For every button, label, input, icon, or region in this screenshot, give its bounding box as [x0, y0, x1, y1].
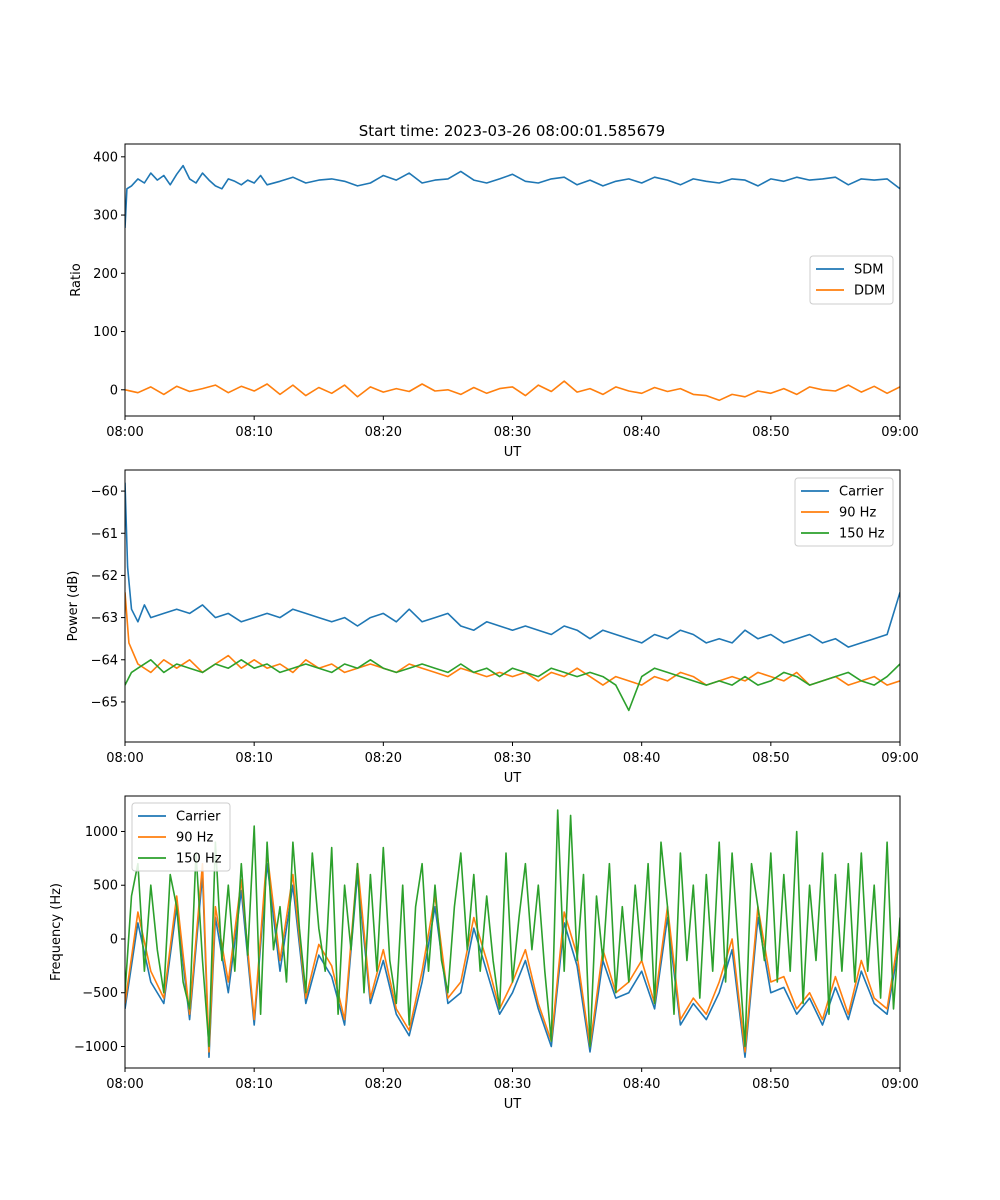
- legend-label: 150 Hz: [839, 527, 885, 542]
- legend-label: 90 Hz: [176, 831, 213, 846]
- series-line-carrier: [125, 862, 900, 1058]
- y-tick-label: 100: [93, 325, 118, 340]
- legend-box: [131, 802, 231, 872]
- y-tick-label: −500: [82, 986, 118, 1001]
- y-tick-label: −64: [91, 653, 118, 668]
- y-tick-label: −62: [91, 569, 118, 584]
- x-tick-label: 08:50: [752, 751, 789, 766]
- x-tick-label: 08:20: [365, 425, 402, 440]
- panel-1: 08:00 08:10 08:20 08:30 08:40 08:50 09:00 0 100 2…: [69, 143, 919, 460]
- series-group: [125, 809, 900, 1058]
- series-line-sdm: [125, 164, 900, 228]
- x-tick-label: 08:20: [365, 751, 402, 766]
- legend-label: 90 Hz: [839, 506, 876, 521]
- y-tick-label: 500: [93, 879, 118, 894]
- y-axis-label: Frequency (Hz): [49, 883, 64, 981]
- series-line-90-hz: [125, 592, 900, 686]
- y-tick-label: −60: [91, 485, 118, 500]
- y-tick-label: −61: [91, 527, 118, 542]
- y-tick-label: −1000: [74, 1040, 118, 1055]
- x-tick-label: 08:00: [106, 1077, 143, 1092]
- x-tick-label: 08:40: [623, 425, 660, 440]
- legend-label: Carrier: [839, 485, 884, 500]
- x-tick-label: 08:30: [494, 1077, 531, 1092]
- x-tick-label: 08:00: [106, 751, 143, 766]
- x-tick-label: 08:30: [494, 751, 531, 766]
- x-tick-label: 08:30: [494, 425, 531, 440]
- x-tick-label: 08:20: [365, 1077, 402, 1092]
- x-tick-label: 08:10: [235, 751, 272, 766]
- x-tick-label: 08:50: [752, 425, 789, 440]
- y-axis-label: Ratio: [69, 263, 84, 296]
- x-tick-label: 08:10: [235, 1077, 272, 1092]
- legend-box: [809, 255, 894, 305]
- x-axis-label: UT: [504, 445, 522, 460]
- x-tick-label: 08:40: [623, 751, 660, 766]
- series-line-150-hz: [125, 809, 900, 1048]
- panel-3: 08:00 08:10 08:20 08:30 08:40 08:50 09:00 −1000…: [49, 795, 919, 1112]
- x-axis-label: UT: [504, 1097, 522, 1112]
- y-tick-label: −63: [91, 611, 118, 626]
- y-tick-label: −65: [91, 695, 118, 710]
- legend-label: SDM: [854, 263, 883, 278]
- panel-2: 08:00 08:10 08:20 08:30 08:40 08:50 09:00 −65 −6…: [66, 469, 919, 786]
- x-tick-label: 08:50: [752, 1077, 789, 1092]
- y-axis-label: Power (dB): [66, 571, 81, 642]
- y-tick-label: 0: [110, 383, 118, 398]
- series-line-carrier: [125, 482, 900, 648]
- x-tick-label: 09:00: [881, 425, 918, 440]
- series-group: [125, 482, 900, 712]
- y-tick-label: 0: [110, 932, 118, 947]
- legend: Carrier 90 Hz 150 Hz: [131, 802, 231, 872]
- x-tick-label: 08:40: [623, 1077, 660, 1092]
- y-tick-label: 200: [93, 267, 118, 282]
- legend-box: [794, 477, 894, 547]
- x-tick-label: 09:00: [881, 1077, 918, 1092]
- series-line-ddm: [125, 380, 900, 402]
- x-tick-label: 08:00: [106, 425, 143, 440]
- x-tick-label: 08:10: [235, 425, 272, 440]
- y-tick-label: 1000: [85, 825, 118, 840]
- figure-title: Start time: 2023-03-26 08:00:01.585679: [359, 122, 665, 140]
- legend-label: DDM: [854, 284, 885, 299]
- y-tick-label: 300: [93, 209, 118, 224]
- x-axis-label: UT: [504, 771, 522, 786]
- y-tick-label: 400: [93, 150, 118, 165]
- series-line-150-hz: [125, 659, 900, 712]
- legend: SDM DDM: [809, 255, 894, 305]
- series-group: [125, 164, 900, 402]
- legend-label: 150 Hz: [176, 852, 222, 867]
- legend: Carrier 90 Hz 150 Hz: [794, 477, 894, 547]
- legend-label: Carrier: [176, 810, 221, 825]
- x-tick-label: 09:00: [881, 751, 918, 766]
